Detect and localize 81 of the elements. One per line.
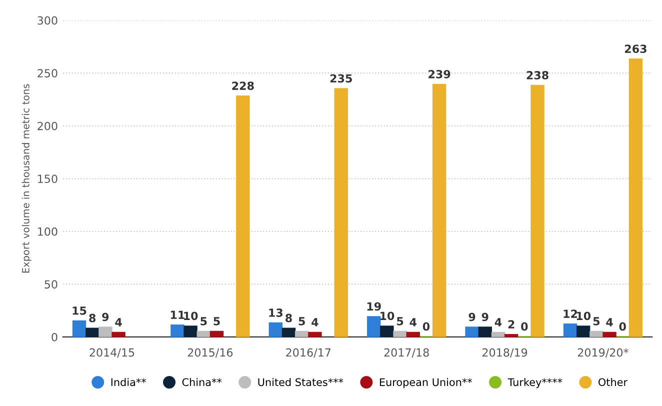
legend-label: India**	[111, 378, 146, 386]
data-label: 4	[115, 318, 122, 326]
data-label: 2	[508, 320, 514, 328]
y-axis-title: Export volume in thousand metric tons	[22, 84, 32, 273]
bar	[590, 330, 604, 337]
legend-label: Other	[598, 378, 628, 386]
data-label: 263	[624, 44, 646, 54]
bar	[268, 322, 283, 337]
bar	[98, 326, 112, 337]
bar	[85, 328, 100, 337]
data-label: 10	[184, 312, 198, 320]
x-tick-label: 2015/16	[188, 348, 233, 358]
data-label: 228	[232, 82, 254, 90]
bar	[366, 316, 381, 337]
bar	[432, 84, 446, 337]
bar	[628, 58, 643, 337]
data-label: 5	[298, 317, 305, 326]
data-label: 5	[593, 317, 600, 326]
data-label: 9	[482, 312, 488, 322]
data-label: 19	[367, 302, 381, 311]
bar	[184, 326, 198, 337]
x-tick-label: 2019/20*	[578, 348, 628, 358]
data-label: 15	[72, 306, 86, 315]
data-label: 4	[606, 318, 613, 326]
data-label: 8	[89, 314, 96, 322]
bar	[236, 95, 250, 337]
y-tick-label: 0	[52, 332, 58, 342]
bar	[72, 320, 86, 337]
data-label: 5	[397, 317, 404, 326]
legend-label: European Union**	[380, 378, 472, 388]
data-label: 13	[269, 308, 282, 317]
x-tick-label: 2017/18	[384, 348, 429, 358]
bar	[576, 326, 590, 337]
bar	[478, 326, 492, 337]
legend-label: United States***	[258, 378, 344, 386]
bar	[112, 332, 126, 337]
bar	[602, 332, 616, 337]
data-label: 10	[576, 312, 591, 320]
y-tick-label: 50	[44, 280, 58, 289]
x-tick-label: 2016/17	[286, 348, 331, 358]
bar	[170, 324, 184, 337]
bar	[393, 330, 407, 337]
x-tick-label: 2014/15	[90, 348, 134, 358]
bar	[504, 334, 518, 337]
y-tick-label: 300	[38, 16, 58, 25]
data-label: 12	[564, 310, 578, 318]
legend-label: Turkey****	[508, 378, 562, 388]
bar	[294, 330, 309, 337]
bar	[308, 332, 322, 337]
bar	[563, 323, 578, 337]
bar	[282, 328, 296, 337]
y-tick-label: 100	[38, 227, 58, 236]
data-label: 4	[494, 318, 502, 326]
y-tick-label: 200	[38, 122, 58, 130]
data-label: 9	[102, 312, 109, 322]
y-tick-label: 150	[38, 174, 58, 184]
bar	[465, 326, 479, 337]
legend-label: China**	[182, 378, 222, 386]
data-label: 5	[214, 317, 220, 326]
data-label: 9	[468, 312, 476, 322]
data-label: 235	[330, 74, 352, 83]
data-label: 5	[200, 317, 207, 326]
data-label: 239	[428, 70, 450, 78]
data-label: 0	[521, 322, 528, 331]
data-label: 238	[526, 71, 548, 80]
data-label: 11	[170, 310, 184, 319]
bar	[380, 326, 394, 337]
y-tick-label: 250	[38, 69, 58, 78]
data-label: 4	[312, 318, 318, 326]
bar	[406, 332, 420, 337]
bar	[210, 330, 224, 337]
data-label: 0	[422, 322, 430, 331]
data-label: 8	[286, 314, 292, 322]
data-label: 4	[410, 318, 416, 326]
data-label: 10	[380, 312, 394, 320]
bar	[196, 330, 210, 337]
bar	[491, 332, 506, 337]
bar	[334, 88, 348, 337]
bar	[530, 84, 544, 337]
x-tick-label: 2018/19	[482, 348, 528, 358]
data-label: 0	[619, 322, 626, 331]
